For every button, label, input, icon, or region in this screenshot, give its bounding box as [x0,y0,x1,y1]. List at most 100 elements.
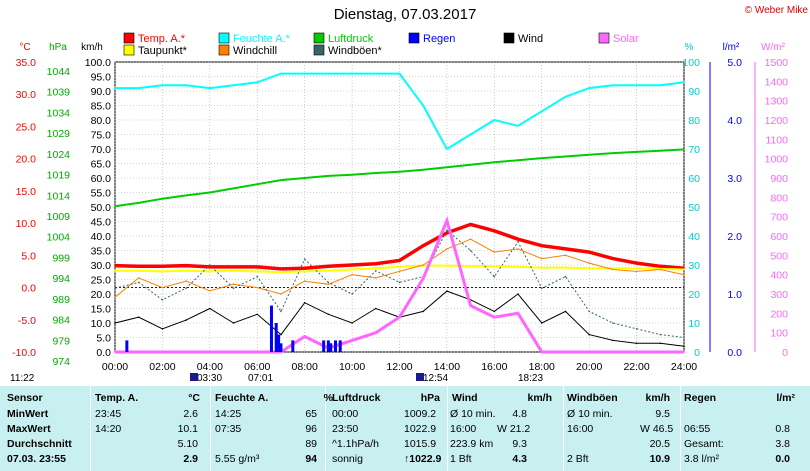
data-point [564,266,567,269]
data-point [114,87,116,89]
data-point [659,84,662,86]
data-point [303,177,306,179]
temp-tick-label: 30.0 [16,89,37,101]
rain-bar [322,340,326,352]
data-point [232,84,235,86]
solar-tick-label: 0 [782,347,788,359]
humidity-tick-label: 60 [688,173,700,185]
data-point [612,267,614,270]
legend-swatch [218,44,230,56]
data-point [327,283,330,286]
solar-tick-label: 900 [770,173,788,185]
stats-cell: 14:20 [95,423,122,435]
stats-cell: Gesamt: [684,438,724,450]
data-point [422,168,425,171]
data-point [351,268,353,271]
legend-label: Windchill [233,45,277,57]
stats-header: l/m² [776,392,795,404]
data-point [398,259,401,262]
data-point [114,264,116,267]
data-point [327,175,330,177]
data-point [493,119,496,121]
stats-cell: 2.6 [183,408,198,420]
data-point [517,293,519,295]
wind-tick-label: 100.0 [85,57,111,69]
data-point [327,281,330,284]
data-point [469,223,472,226]
stats-cell: Ø 10 min. [450,408,496,420]
stats-cell: 96 [305,423,317,435]
stats-cell: 16:00 [567,423,594,435]
rain-tick-label: 2.0 [727,231,742,243]
data-point [422,310,425,313]
chart-title: Dienstag, 07.03.2017 [333,6,477,23]
humidity-tick-label: 90 [688,86,700,98]
wind-tick-label: 95.0 [91,72,112,84]
time-tick-label: 10:00 [339,361,365,373]
pressure-tick-label: 1029 [47,128,71,140]
stats-cell: 5.55 g/m³ [215,453,260,465]
stats-cell: 23:50 [332,423,359,435]
pressure-tick-label: 1004 [47,232,71,244]
stats-header: hPa [420,392,440,404]
stats-cell: ^1.1hPa/h [332,438,379,450]
temp-tick-label: 0.0 [21,283,36,295]
stats-cell: W 21.2 [497,423,531,435]
data-point [351,264,353,266]
legend-label: Temp. A.* [138,33,186,45]
stats-column-divider [680,386,681,471]
time-tick-label: 00:00 [102,361,128,373]
data-point [327,72,330,75]
data-point [517,125,519,127]
wind-tick-label: 45.0 [91,217,112,229]
data-point [564,96,567,98]
data-point [185,84,187,86]
pressure-tick-label: 1009 [47,211,71,223]
data-point [137,281,140,284]
solar-tick-label: 400 [770,270,788,282]
wind-tick-label: 35.0 [91,246,112,258]
sunrise2-marker: 07:01 [248,373,273,384]
data-point [137,202,140,204]
stats-cell: 00:00 [332,408,359,420]
data-point [612,268,614,271]
data-point [588,333,590,336]
stats-cell: 1015.9 [404,438,437,450]
stats-header: km/h [527,392,552,404]
stats-cell: 1 Bft [450,453,472,465]
legend-swatch [408,32,420,44]
data-point [280,268,282,270]
data-point [209,191,211,194]
rain-tick-label: 1.0 [727,289,742,301]
data-point [659,149,662,152]
data-point [635,84,638,86]
data-point [374,270,377,272]
data-point [161,286,164,289]
wind-tick-label: 50.0 [91,202,112,214]
data-point [185,351,187,353]
pressure-tick-label: 979 [52,335,70,347]
stats-cell: 0.8 [775,423,790,435]
data-point [256,183,259,186]
rain-bar [291,340,295,352]
data-point [683,351,685,353]
data-point [517,238,519,241]
rain-bar [125,340,129,352]
stats-cell: W 46.5 [640,423,674,435]
data-point [185,270,187,272]
data-point [280,333,282,336]
time-tick-label: 08:00 [292,361,318,373]
stats-cell: 06:55 [684,423,711,435]
data-point [351,173,353,176]
data-point [469,304,472,307]
data-point [398,266,401,268]
data-point [398,72,401,75]
rain-bar [329,343,333,352]
data-point [209,264,211,266]
solar-tick-label: 500 [770,250,788,262]
data-point [422,104,425,107]
data-point [232,266,235,268]
rain-tick-label: 3.0 [727,173,742,185]
data-point [161,84,164,86]
